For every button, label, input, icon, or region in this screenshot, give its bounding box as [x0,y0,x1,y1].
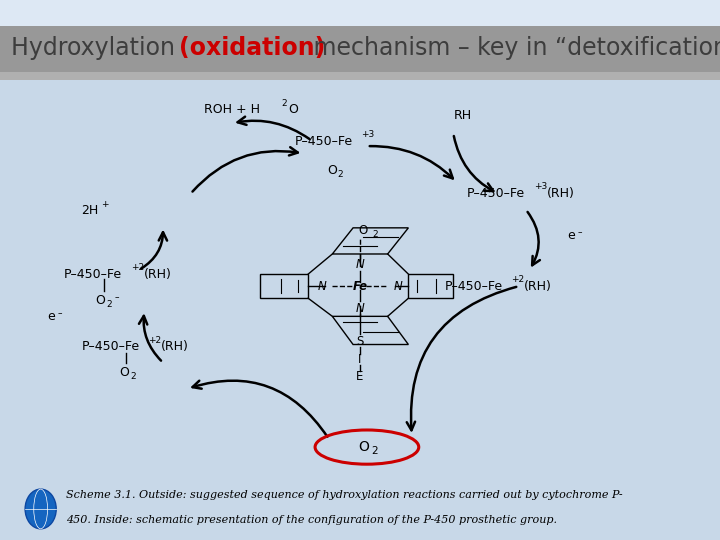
Text: N: N [394,280,402,293]
Text: O: O [327,164,337,177]
Text: e: e [567,230,575,242]
Text: +2: +2 [131,263,144,272]
Text: N: N [356,302,364,315]
Text: mechanism – key in “detoxification”: mechanism – key in “detoxification” [306,36,720,59]
Text: N: N [318,280,326,293]
Text: (RH): (RH) [524,280,552,293]
Bar [0,0,720,65]
Text: +3: +3 [361,130,374,139]
Text: P–450–Fe: P–450–Fe [64,268,122,281]
Text: +: + [102,200,109,210]
Text: –: – [58,309,62,318]
Text: 2: 2 [107,300,112,309]
Text: I: I [359,353,361,366]
Text: O: O [359,440,369,454]
Text: Hydroxylation: Hydroxylation [11,36,182,59]
Text: 2H: 2H [81,204,99,217]
Text: 2: 2 [372,230,378,239]
Text: (RH): (RH) [144,268,171,281]
Text: 2: 2 [130,372,136,381]
Text: E: E [356,370,364,383]
Text: (RH): (RH) [161,340,189,353]
Text: –: – [577,228,582,238]
Text: ROH + H: ROH + H [204,103,261,116]
Bar [0,65,720,540]
Text: P–450–Fe: P–450–Fe [294,135,353,148]
Text: P–450–Fe: P–450–Fe [467,187,526,200]
Bar [0,72,720,80]
Ellipse shape [25,489,56,529]
Text: –: – [114,293,119,302]
Text: e: e [48,310,55,323]
Text: Fe: Fe [352,280,368,293]
Text: N: N [356,258,364,271]
Text: O: O [95,294,105,307]
Text: O: O [359,224,368,237]
Text: +2: +2 [511,275,524,284]
Text: 450. Inside: schematic presentation of the configuration of the P-450 prosthetic: 450. Inside: schematic presentation of t… [66,515,557,525]
Text: P–450–Fe: P–450–Fe [444,280,503,293]
Text: +3: +3 [534,183,547,191]
Text: (RH): (RH) [546,187,575,200]
Text: O: O [288,103,298,116]
Text: P–450–Fe: P–450–Fe [81,340,140,353]
Text: S: S [356,335,364,348]
Bar [0,26,720,80]
Text: 2: 2 [282,99,287,109]
Text: 2: 2 [371,446,378,456]
Text: RH: RH [454,109,472,122]
Text: O: O [120,366,130,379]
Text: 2: 2 [337,170,343,179]
Text: Scheme 3.1. Outside: suggested sequence of hydroxylation reactions carried out b: Scheme 3.1. Outside: suggested sequence … [66,490,623,500]
Text: (oxidation): (oxidation) [179,36,325,59]
Text: +2: +2 [148,335,161,345]
